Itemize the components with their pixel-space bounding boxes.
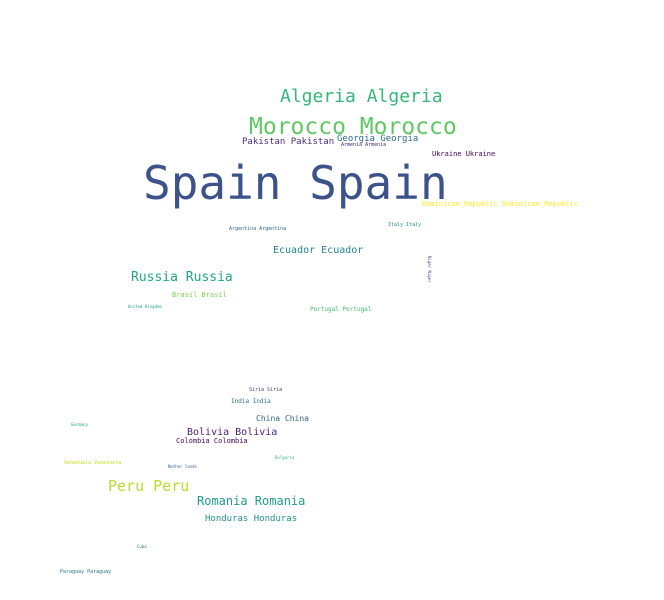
word-pakistan: Pakistan Pakistan <box>242 137 335 147</box>
word-romania: Romania Romania <box>197 494 306 508</box>
word-cuba: Cuba <box>137 544 147 549</box>
word-ecuador: Ecuador Ecuador <box>273 245 364 256</box>
word-india: India India <box>231 398 271 405</box>
word-honduras: Honduras Honduras <box>205 514 298 524</box>
word-united-kingdom: United Kingdom <box>128 304 162 309</box>
word-armenia: Armenia Armenia <box>341 142 387 148</box>
word-portugal: Portugal Portugal <box>310 306 372 313</box>
word-georgia: Georgia Georgia <box>337 134 419 144</box>
word-italy: Italy Italy <box>388 222 422 228</box>
word-russia: Russia Russia <box>131 270 233 285</box>
word-algeria: Algeria Algeria <box>280 86 443 107</box>
word-bulgaria: Bulgaria <box>275 455 295 460</box>
word-niger: Niger Niger <box>427 256 432 283</box>
word-dominican-republic: Dominican_Republic Dominican_Republic <box>422 200 578 208</box>
word-peru: Peru Peru <box>108 477 190 495</box>
word-morocco: Morocco Morocco <box>249 114 457 140</box>
word-venezuela: Venezuela Venezuela <box>64 460 122 466</box>
word-germany: Germany <box>71 422 88 427</box>
word-bolivia: Bolivia Bolivia <box>187 427 278 438</box>
word-spain: Spain Spain <box>143 156 448 210</box>
word-china: China China <box>256 414 309 423</box>
word-ukraine: Ukraine Ukraine <box>432 150 496 158</box>
word-siria: Siria Siria <box>249 387 283 393</box>
word-colombia: Colombia Colombia <box>176 437 248 445</box>
word-paraguay: Paraguay Paraguay <box>60 569 112 575</box>
word-netherlands: Nether lands <box>168 464 197 469</box>
word-brasil: Brasil Brasil <box>172 291 227 299</box>
word-argentina: Argentina Argentina <box>229 226 287 232</box>
